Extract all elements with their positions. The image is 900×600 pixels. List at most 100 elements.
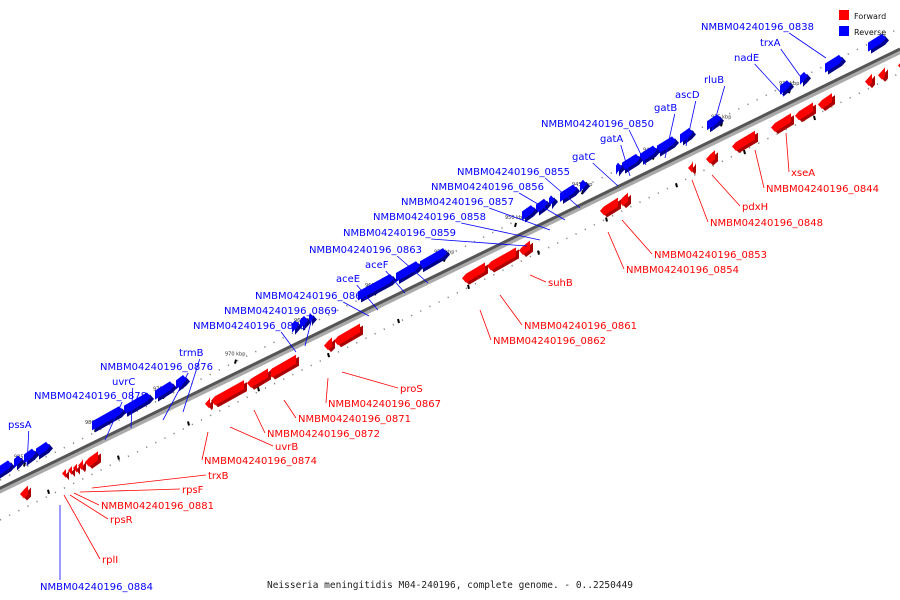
gene-box[interactable] — [865, 73, 875, 89]
gene-label-nmbm04240196-0881[interactable]: NMBM04240196_0881 — [101, 501, 214, 512]
gene-box[interactable] — [176, 374, 190, 392]
gene-label-suhb[interactable]: suhB — [548, 278, 573, 289]
gene-box-face — [795, 102, 813, 121]
gene-box[interactable] — [580, 179, 590, 195]
gene-label-nmbm04240196-0868[interactable]: NMBM04240196_0868 — [255, 291, 368, 302]
gene-box[interactable] — [771, 113, 794, 134]
gene-box[interactable] — [324, 337, 335, 353]
gene-label-rlub[interactable]: rluB — [704, 75, 724, 86]
gene-box[interactable] — [619, 192, 631, 209]
gene-label-nmbm04240196-0870[interactable]: NMBM04240196_0870 — [193, 321, 306, 332]
gene-label-trxb[interactable]: trxB — [208, 471, 229, 482]
gene-box[interactable] — [795, 102, 816, 123]
gene-box[interactable] — [20, 485, 31, 501]
gene-label-nmbm04240196-0850[interactable]: NMBM04240196_0850 — [541, 119, 654, 130]
gene-box[interactable] — [462, 262, 488, 285]
gene-box[interactable] — [36, 441, 53, 460]
gene-box[interactable] — [14, 455, 25, 471]
gene-box[interactable] — [92, 406, 126, 433]
gene-label-nmbm04240196-0878[interactable]: NMBM04240196_0878 — [34, 391, 147, 402]
gene-box[interactable] — [124, 392, 154, 417]
gene-label-nmbm04240196-0872[interactable]: NMBM04240196_0872 — [267, 429, 380, 440]
gene-box[interactable] — [706, 150, 718, 166]
gene-box[interactable] — [62, 467, 69, 480]
gene-label-rpli[interactable]: rplI — [102, 555, 118, 566]
gene-box[interactable] — [657, 136, 679, 157]
gene-label-nmbm04240196-0859[interactable]: NMBM04240196_0859 — [343, 228, 456, 239]
gene-label-ascd[interactable]: ascD — [675, 90, 700, 101]
gene-label-nmbm04240196-0869[interactable]: NMBM04240196_0869 — [224, 306, 337, 317]
gene-label-nmbm04240196-0848[interactable]: NMBM04240196_0848 — [710, 218, 823, 229]
gene-label-nmbm04240196-0884[interactable]: NMBM04240196_0884 — [40, 582, 153, 593]
gene-label-nmbm04240196-0867[interactable]: NMBM04240196_0867 — [328, 399, 441, 410]
gene-box[interactable] — [680, 128, 696, 146]
gene-box[interactable] — [487, 247, 519, 273]
gene-label-nmbm04240196-0838[interactable]: NMBM04240196_0838 — [701, 22, 814, 33]
gene-box[interactable] — [300, 315, 311, 331]
gene-box[interactable] — [688, 161, 696, 175]
gene-box[interactable] — [818, 93, 835, 112]
gene-label-gatc[interactable]: gatC — [572, 152, 595, 163]
gene-box[interactable] — [211, 380, 247, 408]
gene-label-acef[interactable]: aceF — [365, 260, 389, 271]
gene-box[interactable] — [825, 54, 846, 75]
gene-box[interactable] — [616, 162, 625, 177]
gene-box[interactable] — [73, 461, 80, 475]
gene-box[interactable] — [334, 323, 363, 348]
gene-label-rpsr[interactable]: rpsR — [110, 515, 133, 526]
gene-label-nmbm04240196-0874[interactable]: NMBM04240196_0874 — [204, 456, 317, 467]
gene-label-nade[interactable]: nadE — [734, 53, 759, 64]
gene-box[interactable] — [868, 33, 889, 54]
gene-label-nmbm04240196-0844[interactable]: NMBM04240196_0844 — [766, 184, 879, 195]
gene-box[interactable] — [396, 261, 423, 284]
gene-box[interactable] — [522, 205, 538, 223]
gene-label-nmbm04240196-0863[interactable]: NMBM04240196_0863 — [309, 245, 422, 256]
gene-label-nmbm04240196-0871[interactable]: NMBM04240196_0871 — [298, 414, 411, 425]
gene-box[interactable] — [85, 451, 101, 469]
gene-label-xsea[interactable]: xseA — [791, 168, 815, 179]
gene-box[interactable] — [247, 368, 271, 390]
gene-box[interactable] — [0, 460, 15, 479]
gene-label-nmbm04240196-0854[interactable]: NMBM04240196_0854 — [626, 265, 739, 276]
gene-box[interactable] — [600, 197, 621, 218]
gene-label-uvrc[interactable]: uvrC — [112, 377, 135, 388]
gene-label-nmbm04240196-0876[interactable]: NMBM04240196_0876 — [100, 362, 213, 373]
gene-box[interactable] — [707, 114, 724, 133]
gene-label-trmb[interactable]: trmB — [179, 348, 204, 359]
gene-label-nmbm04240196-0857[interactable]: NMBM04240196_0857 — [401, 197, 514, 208]
gene-label-pdxh[interactable]: pdxH — [742, 202, 768, 213]
gene-label-gata[interactable]: gatA — [600, 134, 623, 145]
gene-label-gatb[interactable]: gatB — [654, 103, 677, 114]
gene-box[interactable] — [780, 80, 794, 97]
gene-box[interactable] — [622, 153, 643, 174]
gene-box[interactable] — [800, 71, 811, 87]
gene-box-face — [688, 161, 693, 173]
gene-label-acee[interactable]: aceE — [336, 274, 360, 285]
gene-box[interactable] — [519, 240, 533, 257]
gene-label-nmbm04240196-0853[interactable]: NMBM04240196_0853 — [654, 250, 767, 261]
gene-box[interactable] — [358, 273, 397, 303]
gene-box[interactable] — [205, 396, 213, 411]
gene-label-pssa[interactable]: pssA — [8, 420, 32, 431]
gene-box[interactable] — [268, 354, 299, 380]
gene-box[interactable] — [68, 464, 75, 478]
gene-box[interactable] — [292, 320, 302, 335]
gene-box[interactable] — [560, 184, 580, 204]
gene-label-trxa[interactable]: trxA — [760, 38, 781, 49]
gene-box[interactable] — [78, 458, 86, 473]
gene-box-face — [706, 150, 715, 164]
gene-label-nmbm04240196-0862[interactable]: NMBM04240196_0862 — [493, 336, 606, 347]
gene-label-nmbm04240196-0855[interactable]: NMBM04240196_0855 — [457, 167, 570, 178]
gene-box[interactable] — [732, 130, 758, 153]
gene-label-rpsf[interactable]: rpsF — [182, 485, 204, 496]
gene-label-nmbm04240196-0856[interactable]: NMBM04240196_0856 — [431, 182, 544, 193]
gene-box[interactable] — [640, 145, 660, 165]
gene-box[interactable] — [549, 195, 558, 210]
gene-label-pros[interactable]: proS — [400, 384, 423, 395]
gene-label-uvrb[interactable]: uvrB — [275, 442, 298, 453]
gene-box[interactable] — [878, 67, 888, 82]
gene-box[interactable] — [420, 248, 450, 273]
gene-box[interactable] — [155, 381, 177, 402]
gene-label-nmbm04240196-0861[interactable]: NMBM04240196_0861 — [524, 321, 637, 332]
gene-label-nmbm04240196-0858[interactable]: NMBM04240196_0858 — [373, 212, 486, 223]
